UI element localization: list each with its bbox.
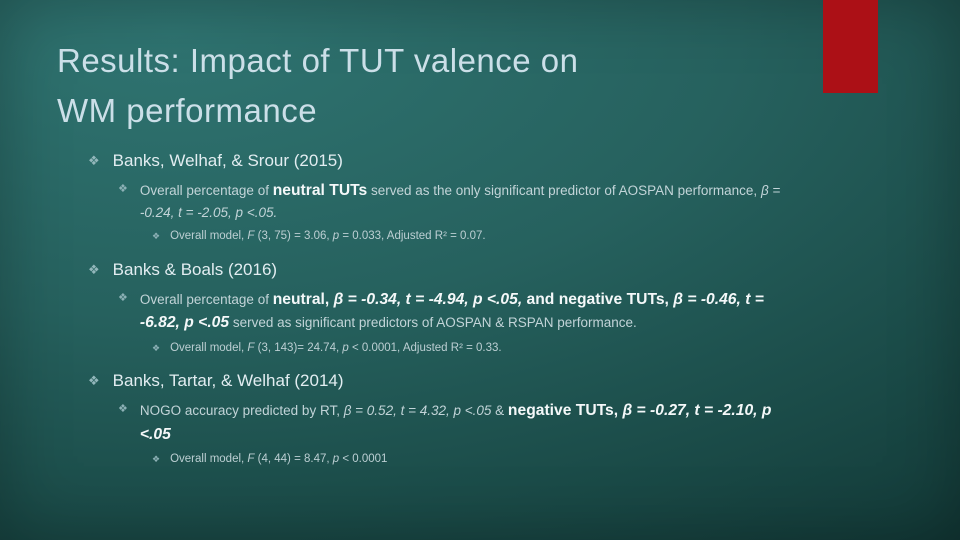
title-line-1: Results: Impact of TUT valence on [57, 42, 579, 79]
text-segment: (4, 44) = 8.47, [254, 453, 333, 466]
text-segment: served as significant predictors of AOSP… [229, 315, 637, 331]
text-segment: Overall model, [170, 341, 248, 354]
title-line-2: WM performance [57, 91, 318, 129]
bullet-item-model-2: ❖ Overall model, F (3, 143)= 24.74, p < … [152, 340, 806, 357]
text-segment: = 0.033, Adjusted R² = 0.07. [339, 229, 486, 242]
citation-heading: Banks & Boals (2016) [112, 259, 278, 279]
model-stats-text: Overall model, F (4, 44) = 8.47, p < 0.0… [170, 451, 387, 468]
text-segment: Overall percentage of [139, 291, 273, 307]
text-segment: β = -0.27, t = -2.10, p <.05 [139, 402, 772, 443]
diamond-bullet-icon: ❖ [152, 342, 161, 353]
text-segment: neutral TUTs [272, 182, 368, 200]
finding-text: Overall percentage of neutral, β = -0.34… [140, 288, 806, 335]
diamond-bullet-icon: ❖ [118, 291, 128, 304]
bullet-item-finding-3: ❖ NOGO accuracy predicted by RT, β = 0.5… [118, 399, 806, 446]
text-segment: (3, 75) = 3.06, [254, 229, 333, 242]
finding-text: Overall percentage of neutral TUTs serve… [140, 179, 806, 223]
text-segment: < 0.0001, Adjusted R² = 0.33. [348, 341, 502, 354]
diamond-bullet-icon: ❖ [152, 454, 161, 465]
slide-content: ❖ Banks, Welhaf, & Srour (2015) ❖ Overal… [88, 150, 806, 470]
text-segment: β = -0.46, t = -6.82, p <.05 [139, 290, 764, 332]
text-segment: β = 0.52, t = 4.32, p <.05 [343, 403, 492, 419]
text-segment: & [491, 403, 508, 419]
text-segment: β = -0.34, t = -4.94, p <.05, [333, 290, 523, 308]
text-segment: F [247, 341, 255, 354]
text-segment: (3, 143)= 24.74, [254, 341, 343, 354]
diamond-bullet-icon: ❖ [88, 153, 100, 168]
page-title: Results: Impact of TUT valence on WM per… [57, 36, 579, 135]
model-stats-text: Overall model, F (3, 143)= 24.74, p < 0.… [170, 340, 502, 357]
text-segment: Overall model, [170, 453, 248, 466]
finding-text: NOGO accuracy predicted by RT, β = 0.52,… [140, 399, 806, 446]
text-segment: < 0.0001 [339, 453, 388, 466]
model-stats-text: Overall model, F (3, 75) = 3.06, p = 0.0… [170, 228, 486, 245]
accent-bar [823, 0, 878, 93]
text-segment: p [332, 229, 340, 242]
diamond-bullet-icon: ❖ [88, 261, 100, 277]
text-segment: and negative TUTs, [522, 290, 674, 308]
text-segment: p [332, 453, 340, 466]
bullet-item-finding-1: ❖ Overall percentage of neutral TUTs ser… [118, 179, 806, 223]
bullet-item-finding-2: ❖ Overall percentage of neutral, β = -0.… [118, 288, 806, 335]
bullet-item-citation-2: ❖ Banks & Boals (2016) [88, 259, 806, 281]
citation-heading: Banks, Tartar, & Welhaf (2014) [112, 371, 344, 391]
diamond-bullet-icon: ❖ [88, 373, 100, 389]
bullet-item-citation-3: ❖ Banks, Tartar, & Welhaf (2014) [88, 370, 806, 392]
diamond-bullet-icon: ❖ [118, 403, 128, 416]
text-segment: F [247, 453, 255, 466]
text-segment: served as the only significant predictor… [367, 183, 761, 199]
text-segment: negative TUTs, [507, 402, 623, 420]
bullet-item-model-3: ❖ Overall model, F (4, 44) = 8.47, p < 0… [152, 451, 806, 468]
text-segment: NOGO accuracy predicted by RT, [139, 403, 344, 419]
bullet-item-model-1: ❖ Overall model, F (3, 75) = 3.06, p = 0… [152, 228, 806, 245]
text-segment: Overall model, [170, 229, 248, 242]
text-segment: p [342, 341, 349, 354]
text-segment: neutral, [272, 290, 334, 308]
text-segment: Overall percentage of [139, 183, 273, 199]
text-segment: β = -0.24, t = -2.05, p <.05. [139, 183, 781, 220]
diamond-bullet-icon: ❖ [118, 183, 128, 196]
text-segment: F [247, 229, 255, 242]
diamond-bullet-icon: ❖ [152, 230, 161, 241]
citation-heading: Banks, Welhaf, & Srour (2015) [112, 151, 343, 170]
bullet-item-citation-1: ❖ Banks, Welhaf, & Srour (2015) [88, 150, 806, 172]
